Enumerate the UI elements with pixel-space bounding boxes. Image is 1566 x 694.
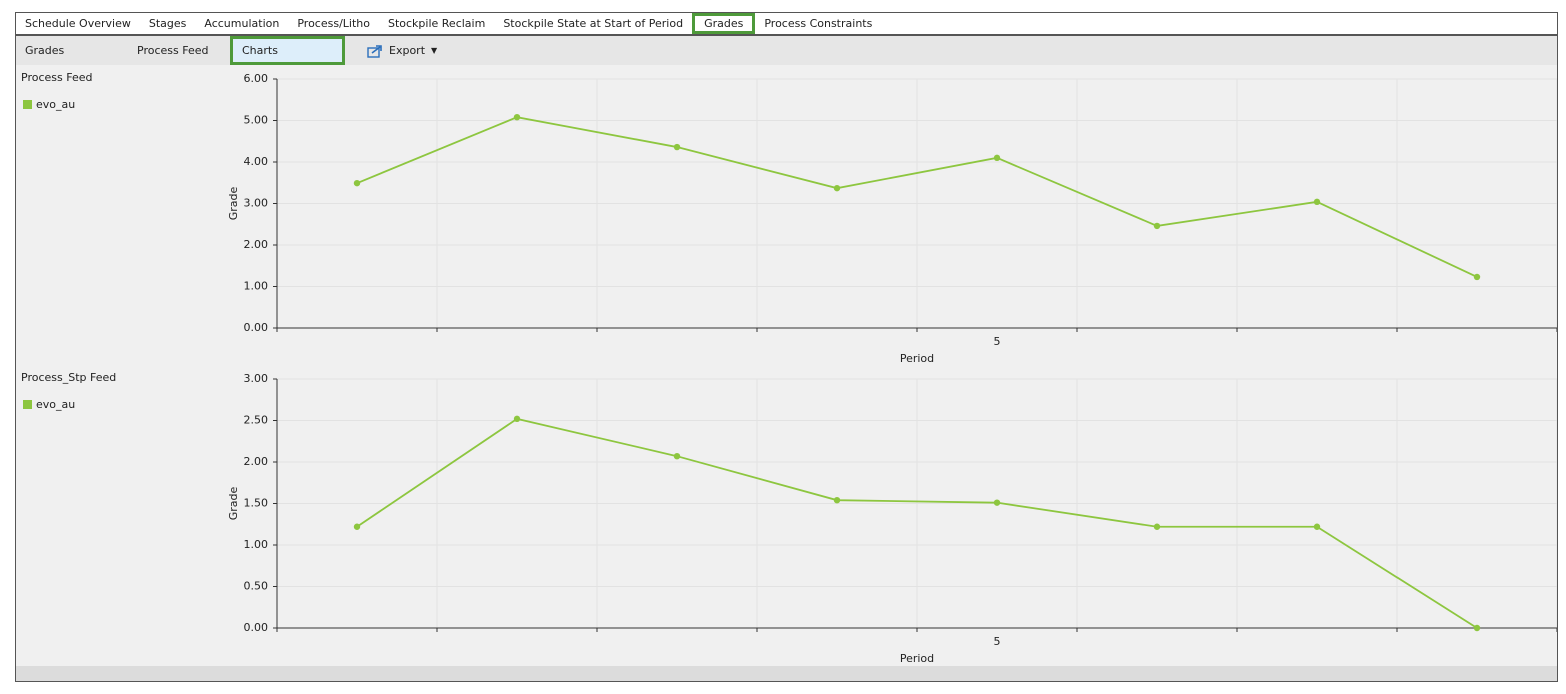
tab[interactable]: Stockpile State at Start of Period: [503, 17, 684, 30]
tab[interactable]: Stockpile Reclaim: [387, 17, 486, 30]
tab[interactable]: Grades: [692, 13, 756, 34]
toolbar: Grades Process Feed Charts Export ▼: [16, 36, 1557, 65]
y-tick-label: 0.00: [244, 621, 269, 634]
legend-label: evo_au: [36, 398, 75, 411]
x-tick-label: 5: [994, 635, 1001, 648]
data-point: [353, 523, 361, 530]
data-point: [1153, 222, 1161, 230]
tab[interactable]: Process/Litho: [297, 17, 370, 30]
y-tick-label: 0.00: [244, 321, 269, 334]
y-tick-label: 3.00: [244, 372, 269, 385]
charts: Process Feed evo_au 0.00 1.00 2.00 3.00 4.00 5.…: [21, 71, 1557, 665]
sub-tabs: Grades Process Feed Charts: [16, 36, 345, 65]
series-line: [356, 116, 1478, 278]
status-strip: [16, 666, 1557, 681]
data-point: [1313, 198, 1321, 206]
x-axis-label: Period: [900, 352, 934, 365]
tab-bar: Schedule Overview Stages Accumulation Proce…: [16, 13, 1557, 36]
data-point: [1473, 273, 1481, 281]
tab[interactable]: Stages: [148, 17, 187, 30]
sub-tab[interactable]: Charts: [230, 36, 345, 65]
y-tick-label: 2.00: [244, 455, 269, 468]
chart-title: Process Feed: [21, 71, 92, 84]
y-tick-label: 0.50: [244, 580, 269, 593]
y-tick-label: 5.00: [244, 114, 269, 127]
x-tick-label: 5: [994, 335, 1001, 348]
data-point: [1473, 624, 1481, 632]
y-tick-label: 1.00: [244, 280, 269, 293]
data-point: [993, 154, 1001, 162]
tab[interactable]: Schedule Overview: [25, 17, 131, 30]
data-point: [833, 184, 841, 192]
y-tick-label: 2.50: [244, 414, 269, 427]
export-icon: [367, 44, 382, 58]
y-tick-label: 3.00: [244, 197, 269, 210]
y-tick-label: 6.00: [244, 72, 269, 85]
data-point: [833, 496, 841, 504]
data-point: [673, 452, 681, 460]
y-tick-label: 2.00: [244, 238, 269, 251]
y-axis-label: Grade: [227, 187, 240, 221]
data-point: [673, 143, 681, 151]
tab[interactable]: Process Constraints: [764, 17, 873, 30]
y-tick-label: 1.00: [244, 538, 269, 551]
export-label[interactable]: Export: [389, 44, 426, 57]
legend-swatch: [23, 100, 32, 109]
legend-label: evo_au: [36, 98, 75, 111]
sub-tab[interactable]: Grades: [25, 44, 65, 57]
data-point: [1313, 523, 1321, 530]
export-button[interactable]: Export ▼: [367, 44, 437, 58]
data-point: [1153, 523, 1161, 530]
chart-title: Process_Stp Feed: [21, 371, 116, 384]
dropdown-arrow: ▼: [431, 46, 438, 55]
y-tick-label: 1.50: [244, 497, 269, 510]
data-point: [513, 113, 521, 121]
y-axis-label: Grade: [227, 487, 240, 521]
y-tick-label: 4.00: [244, 155, 269, 168]
data-point: [513, 415, 521, 423]
data-point: [353, 179, 361, 187]
tab[interactable]: Accumulation: [204, 17, 280, 30]
data-point: [993, 499, 1001, 506]
app-window: Schedule Overview Stages Accumulation Proce…: [15, 12, 1558, 682]
legend-swatch: [23, 400, 32, 409]
series-line: [356, 417, 1478, 629]
sub-tab[interactable]: Process Feed: [137, 44, 209, 57]
x-axis-label: Period: [900, 652, 934, 665]
